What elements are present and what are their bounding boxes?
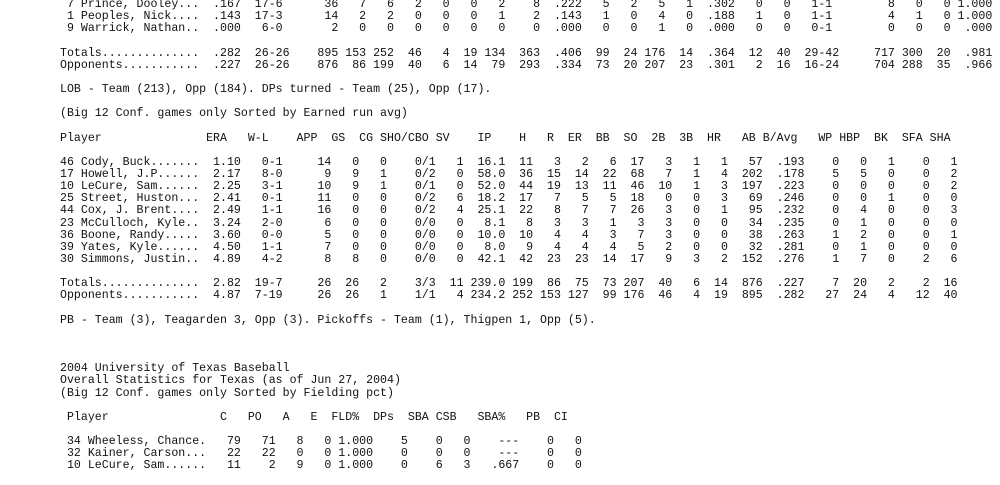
text-line: 10 LeCure, Sam...... 11 2 9 0 1.000 0 6 … — [60, 459, 582, 473]
text-line: PB - Team (3), Teagarden 3, Opp (3). Pic… — [60, 313, 596, 327]
text-line: Overall Statistics for Texas (as of Jun … — [60, 374, 401, 388]
page: 7 Prince, Dooley... .167 17-6 36 7 6 2 0… — [60, 0, 993, 473]
text-line: 1 Peoples, Nick.... .143 17-3 14 2 2 0 0… — [60, 10, 993, 24]
text-block: 7 Prince, Dooley... .167 17-6 36 7 6 2 0… — [60, 0, 1000, 35]
text-block: Player ERA W-L APP GS CG SHO/CBO SV IP H… — [60, 131, 1000, 145]
text-line: 2004 University of Texas Baseball — [60, 362, 290, 376]
text-block: 2004 University of Texas Baseball Overall… — [60, 362, 1000, 400]
text-line: Player C PO A E FLD% DPs SBA CSB SBA% PB… — [60, 410, 568, 424]
text-block: (Big 12 Conf. games only Sorted by Earne… — [60, 108, 1000, 120]
text-line: 36 Boone, Randy..... 3.60 0-0 5 0 0 0/0 … — [60, 228, 958, 242]
text-line: 30 Simmons, Justin.. 4.89 4-2 8 8 0 0/0 … — [60, 252, 958, 266]
text-line: Player ERA W-L APP GS CG SHO/CBO SV IP H… — [60, 131, 951, 145]
text-line: (Big 12 Conf. games only Sorted by Earne… — [60, 107, 408, 121]
text-line: LOB - Team (213), Opp (184). DPs turned … — [60, 82, 492, 96]
text-line: 10 LeCure, Sam...... 2.25 3-1 10 9 1 0/1… — [60, 180, 958, 194]
text-block: Player C PO A E FLD% DPs SBA CSB SBA% PB… — [60, 410, 1000, 424]
text-line: 44 Cox, J. Brent.... 2.49 1-1 16 0 0 0/2… — [60, 204, 958, 218]
text-block: PB - Team (3), Teagarden 3, Opp (3). Pic… — [60, 313, 1000, 327]
text-block: 34 Wheeless, Chance. 79 71 8 0 1.000 5 0… — [60, 435, 1000, 473]
text-line: 34 Wheeless, Chance. 79 71 8 0 1.000 5 0… — [60, 435, 582, 449]
text-block: Totals.............. 2.82 19-7 26 26 2 3… — [60, 278, 1000, 302]
text-line: Totals.............. 2.82 19-7 26 26 2 3… — [60, 277, 958, 291]
text-line: 46 Cody, Buck....... 1.10 0-1 14 0 0 0/1… — [60, 155, 958, 169]
text-line: 23 McCulloch, Kyle.. 3.24 2-0 6 0 0 0/0 … — [60, 216, 958, 230]
text-line: 39 Yates, Kyle...... 4.50 1-1 7 0 0 0/0 … — [60, 240, 958, 254]
text-line: 32 Kainer, Carson... 22 22 0 0 1.000 0 0… — [60, 447, 582, 461]
text-line: Opponents........... .227 26-26 876 86 1… — [60, 58, 993, 72]
text-block: Totals.............. .282 26-26 895 153 … — [60, 46, 1000, 72]
text-line: (Big 12 Conf. games only Sorted by Field… — [60, 386, 394, 400]
text-line: Opponents........... 4.87 7-19 26 26 1 1… — [60, 289, 958, 303]
text-block: LOB - Team (213), Opp (184). DPs turned … — [60, 82, 1000, 96]
text-block: 46 Cody, Buck....... 1.10 0-1 14 0 0 0/1… — [60, 155, 1000, 266]
stats-document: 7 Prince, Dooley... .167 17-6 36 7 6 2 0… — [60, 0, 1000, 485]
text-line: 17 Howell, J.P...... 2.17 8-0 9 9 1 0/2 … — [60, 167, 958, 181]
text-line: 25 Street, Huston... 2.41 0-1 11 0 0 0/2… — [60, 192, 958, 206]
text-line: 9 Warrick, Nathan.. .000 6-0 2 0 0 0 0 0… — [60, 22, 993, 36]
text-line: Totals.............. .282 26-26 895 153 … — [60, 46, 993, 60]
text-line: 7 Prince, Dooley... .167 17-6 36 7 6 2 0… — [60, 0, 993, 11]
